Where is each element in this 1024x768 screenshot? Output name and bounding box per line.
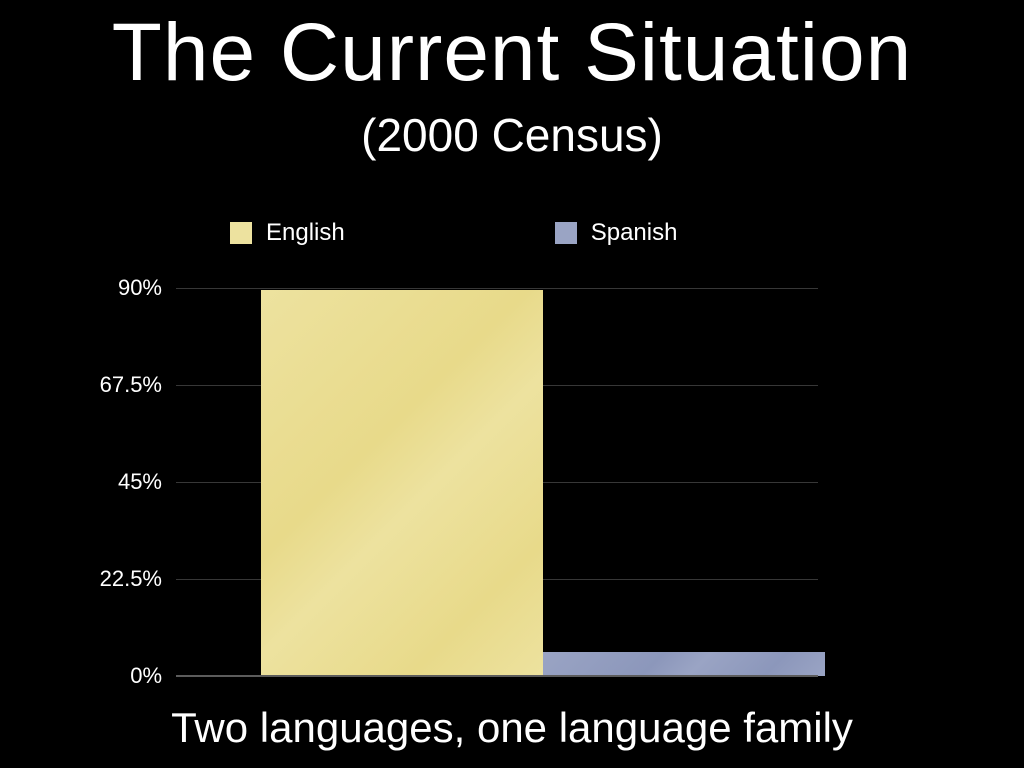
x-axis-baseline (176, 675, 818, 677)
gridline (176, 288, 818, 289)
legend-swatch-english (230, 222, 252, 244)
bar-chart: 0%22.5%45%67.5%90% (176, 288, 818, 676)
slide-title: The Current Situation (0, 6, 1024, 100)
legend-label-english: English (266, 219, 345, 247)
bar-spanish (543, 652, 825, 676)
legend-item-spanish: Spanish (555, 219, 678, 247)
slide: The Current Situation (2000 Census) Engl… (0, 0, 1024, 768)
chart-legend: English Spanish (230, 218, 870, 248)
ytick-label: 0% (72, 663, 162, 689)
ytick-label: 90% (72, 275, 162, 301)
ytick-label: 22.5% (72, 566, 162, 592)
legend-swatch-spanish (555, 222, 577, 244)
bar-english (261, 290, 543, 676)
ytick-label: 67.5% (72, 372, 162, 398)
ytick-label: 45% (72, 469, 162, 495)
legend-label-spanish: Spanish (591, 219, 678, 247)
plot-area (176, 288, 818, 676)
slide-footer: Two languages, one language family (0, 704, 1024, 752)
legend-item-english: English (230, 219, 345, 247)
slide-subtitle: (2000 Census) (0, 108, 1024, 162)
